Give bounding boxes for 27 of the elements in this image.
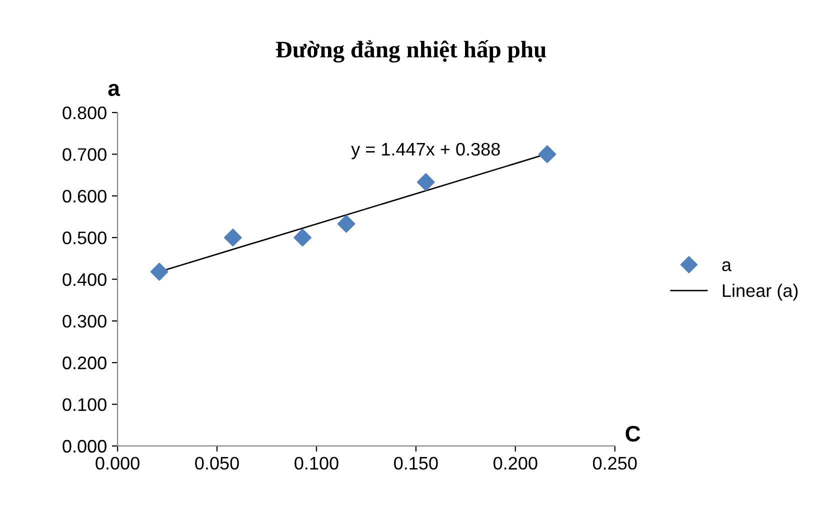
y-tick-label: 0.800 — [62, 106, 106, 120]
x-tick-label: 0.100 — [294, 456, 338, 470]
y-tick-label: 0.000 — [62, 440, 106, 453]
x-tick-label: 0.050 — [195, 456, 239, 470]
y-axis-title: a — [108, 84, 120, 96]
y-tick-label: 0.700 — [62, 148, 106, 161]
x-tick-label: 0.000 — [96, 456, 140, 470]
point — [337, 214, 356, 233]
chart-title: Đường đẳng nhiệt hấp phụ — [276, 40, 546, 63]
point — [416, 173, 435, 192]
point — [538, 145, 556, 164]
x-tick-label: 0.200 — [494, 456, 538, 470]
point — [224, 228, 242, 246]
y-tick-label: 0.400 — [62, 273, 106, 286]
legend-label: Linear (a) — [722, 284, 798, 301]
x-tick-label: 0.250 — [592, 456, 637, 470]
annotation: y = 1.447x + 0.388 — [351, 142, 500, 160]
point — [150, 262, 168, 281]
legend-label: a — [722, 261, 732, 272]
y-tick-label: 0.500 — [62, 232, 106, 244]
y-tick-label: 0.200 — [62, 356, 106, 370]
y-tick-label: 0.300 — [62, 314, 106, 328]
y-tick-label: 0.600 — [62, 190, 106, 203]
x-tick-label: 0.150 — [394, 456, 438, 470]
y-tick-label: 0.100 — [62, 398, 106, 412]
x-axis-title: C — [626, 426, 640, 442]
point — [294, 228, 312, 246]
